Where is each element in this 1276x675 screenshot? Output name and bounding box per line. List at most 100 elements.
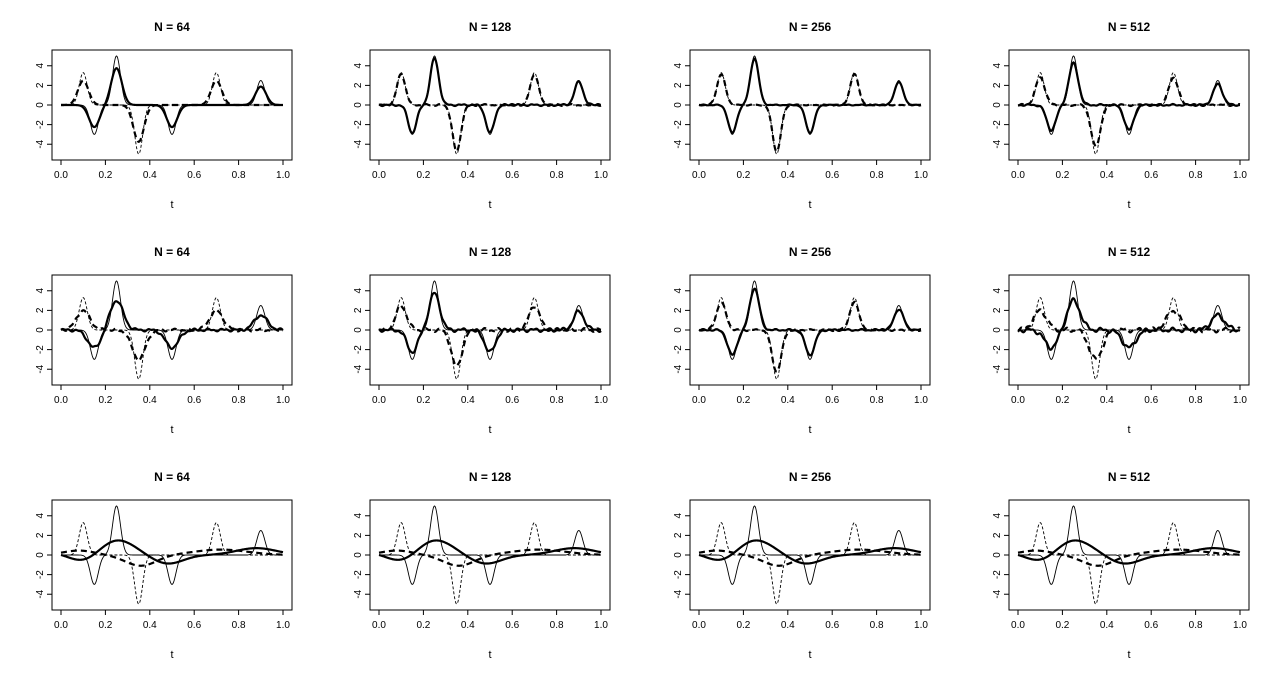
y-tick-label: 2 — [35, 82, 46, 88]
x-tick-label: 0.4 — [781, 170, 795, 181]
x-tick-label: 0.0 — [372, 170, 386, 181]
y-tick-label: 0 — [992, 102, 1003, 108]
y-tick-label: 2 — [353, 307, 364, 313]
x-tick-label: 0.0 — [54, 395, 68, 406]
x-tick-label: 1.0 — [276, 170, 290, 181]
estimate-solid-curve — [378, 57, 602, 135]
panel-title: N = 512 — [1108, 20, 1151, 34]
y-tick-label: -4 — [353, 589, 364, 598]
x-axis-label: t — [170, 199, 173, 211]
x-tick-label: 0.8 — [232, 395, 246, 406]
y-tick-label: -2 — [992, 345, 1003, 354]
y-tick-label: 2 — [992, 532, 1003, 538]
y-tick-label: 0 — [353, 552, 364, 558]
estimate-dashed-curve — [60, 548, 284, 567]
y-tick-label: 0 — [35, 327, 46, 333]
estimate-solid-curve — [1017, 61, 1241, 133]
x-tick-label: 0.6 — [505, 395, 519, 406]
estimate-solid-curve — [60, 300, 284, 351]
true-solid-curve — [379, 55, 601, 135]
true-solid-curve — [61, 280, 283, 360]
x-tick-label: 0.4 — [143, 395, 157, 406]
y-tick-label: 4 — [353, 513, 364, 519]
estimate-solid-curve — [698, 539, 922, 565]
x-tick-label: 0.2 — [1055, 620, 1069, 631]
x-tick-label: 0.6 — [1144, 395, 1158, 406]
estimate-dashed-curve — [60, 79, 283, 143]
y-tick-label: 4 — [673, 513, 684, 519]
true-solid-curve — [1018, 505, 1240, 585]
y-tick-label: 4 — [673, 63, 684, 69]
x-axis-label: t — [488, 424, 491, 436]
panel-2-2: N = 128 0.0 0.2 0.4 0.6 0.8 1.0 -4 -2 0 2 4 t — [353, 245, 611, 436]
y-tick-label: 4 — [992, 63, 1003, 69]
x-tick-label: 0.6 — [187, 620, 201, 631]
x-tick-label: 1.0 — [1233, 395, 1247, 406]
panel-2-4: N = 512 0.0 0.2 0.4 0.6 0.8 1.0 -4 -2 0 2 4 t — [992, 245, 1250, 436]
x-tick-label: 0.4 — [1100, 395, 1114, 406]
y-tick-label: 4 — [35, 288, 46, 294]
y-tick-label: 0 — [35, 552, 46, 558]
panel-2-1: N = 64 0.0 0.2 0.4 0.6 0.8 1.0 -4 -2 0 2 4 t — [35, 245, 293, 436]
y-tick-label: -4 — [35, 364, 46, 373]
x-tick-label: 0.4 — [1100, 170, 1114, 181]
y-tick-label: 0 — [673, 552, 684, 558]
x-tick-label: 0.0 — [692, 620, 706, 631]
panel-title: N = 64 — [154, 470, 190, 484]
y-tick-label: 2 — [992, 307, 1003, 313]
x-tick-label: 0.6 — [1144, 170, 1158, 181]
x-axis-label: t — [1127, 424, 1130, 436]
x-tick-label: 0.8 — [870, 395, 884, 406]
true-dashed-curve — [1018, 297, 1240, 380]
y-tick-label: -2 — [35, 345, 46, 354]
y-tick-label: 2 — [35, 532, 46, 538]
y-tick-label: 4 — [353, 288, 364, 294]
x-axis-label: t — [488, 199, 491, 211]
y-tick-label: 0 — [992, 327, 1003, 333]
y-tick-label: 0 — [35, 102, 46, 108]
y-tick-label: 4 — [992, 288, 1003, 294]
x-tick-label: 0.0 — [372, 620, 386, 631]
x-tick-label: 1.0 — [914, 620, 928, 631]
estimate-solid-curve — [1017, 297, 1241, 351]
y-tick-label: -4 — [35, 589, 46, 598]
y-tick-label: 4 — [992, 513, 1003, 519]
x-tick-label: 1.0 — [914, 170, 928, 181]
panel-3-2: N = 128 0.0 0.2 0.4 0.6 0.8 1.0 -4 -2 0 2 4 t — [353, 470, 611, 661]
y-tick-label: 2 — [992, 82, 1003, 88]
panel-title: N = 512 — [1108, 470, 1151, 484]
panel-title: N = 512 — [1108, 245, 1151, 259]
y-tick-label: 0 — [673, 102, 684, 108]
x-tick-label: 0.8 — [550, 395, 564, 406]
true-solid-curve — [379, 280, 601, 360]
panel-title: N = 128 — [469, 470, 512, 484]
panel-title: N = 256 — [789, 470, 832, 484]
true-dashed-curve — [699, 72, 921, 155]
x-tick-label: 0.0 — [1011, 620, 1025, 631]
estimate-dashed-curve — [378, 304, 602, 367]
y-tick-label: 2 — [673, 82, 684, 88]
estimate-solid-curve — [378, 539, 602, 565]
x-tick-label: 0.2 — [98, 170, 112, 181]
estimate-dashed-curve — [698, 300, 922, 374]
x-axis-label: t — [1127, 649, 1130, 661]
y-tick-label: -2 — [353, 570, 364, 579]
panel-title: N = 256 — [789, 20, 832, 34]
y-tick-label: -2 — [35, 120, 46, 129]
y-tick-label: -4 — [353, 139, 364, 148]
true-dashed-curve — [1018, 72, 1240, 155]
x-tick-label: 0.8 — [870, 620, 884, 631]
true-dashed-curve — [61, 297, 283, 380]
panel-title: N = 64 — [154, 20, 190, 34]
y-tick-label: -2 — [35, 570, 46, 579]
y-tick-label: 2 — [35, 307, 46, 313]
x-tick-label: 0.0 — [692, 395, 706, 406]
x-tick-label: 1.0 — [1233, 170, 1247, 181]
panel-title: N = 128 — [469, 20, 512, 34]
y-tick-label: -4 — [992, 139, 1003, 148]
y-tick-label: -2 — [353, 120, 364, 129]
x-tick-label: 0.2 — [416, 170, 430, 181]
y-tick-label: 2 — [353, 82, 364, 88]
panel-3-4: N = 512 0.0 0.2 0.4 0.6 0.8 1.0 -4 -2 0 2 4 t — [992, 470, 1250, 661]
